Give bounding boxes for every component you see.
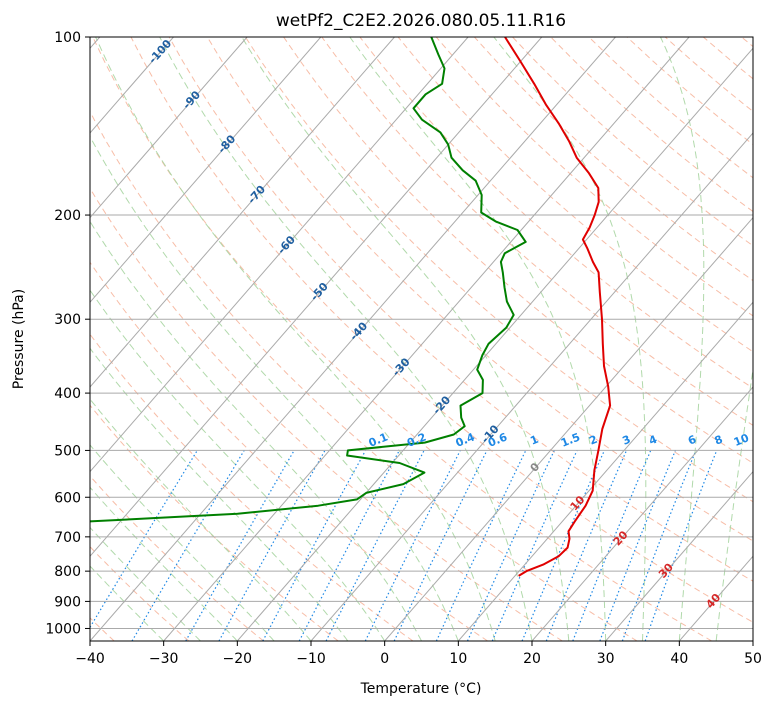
moist-adiabat-line [90, 135, 459, 641]
dry-adiabat-line [90, 475, 264, 641]
mixing-ratio-label: 1 [528, 433, 540, 448]
y-tick-label: 200 [54, 208, 81, 224]
isobars [90, 37, 753, 629]
moist-adiabat-line [90, 526, 201, 641]
x-tick-label: −40 [75, 651, 105, 667]
mixing-ratio-line [90, 450, 198, 629]
mixing-ratio-line [644, 450, 718, 641]
mixing-ratio-line [521, 450, 605, 641]
y-axis-label: Pressure (hPa) [11, 289, 27, 389]
x-tick-label: 30 [597, 651, 615, 667]
y-tick-label: 400 [54, 386, 81, 402]
dry-adiabat-line [90, 404, 339, 641]
isotherm-line [605, 470, 753, 641]
x-tick-label: 50 [744, 651, 762, 667]
mixing-ratio-label: 8 [713, 433, 725, 448]
isotherm-line [90, 37, 543, 558]
isotherm-line [310, 132, 753, 641]
isotherm-line [90, 37, 469, 473]
moist-adiabat-line [90, 289, 386, 641]
moist-adiabat-line [90, 444, 275, 641]
y-tick-label: 700 [54, 530, 81, 546]
dewpoint-series-line [90, 37, 527, 523]
isotherm-line [236, 47, 753, 641]
isotherm-line [90, 37, 616, 641]
isotherm-line [90, 37, 322, 304]
dry-adiabat-line [168, 37, 753, 582]
mixing-ratio-line [466, 450, 555, 641]
x-tick-label: 10 [449, 651, 467, 667]
dry-adiabats [90, 37, 753, 641]
x-tick-label: −10 [296, 651, 326, 667]
dry-adiabat-line [90, 545, 190, 641]
mixing-ratio-line [185, 450, 295, 641]
temperature-series-line [504, 37, 612, 577]
y-tick-label: 1000 [45, 621, 81, 637]
moist-adiabat-line [90, 565, 165, 641]
isotherm-line [163, 37, 690, 641]
dry-adiabat-line [130, 37, 753, 623]
dry-adiabat-line [90, 261, 488, 641]
dry-adiabat-line [92, 37, 712, 641]
dry-adiabat-line [90, 110, 638, 641]
mixing-ratio-label: 3 [621, 433, 633, 448]
mixing-ratio-line [572, 450, 652, 641]
x-axis-ticks: −40 −30 −20 −10 0 10 20 30 40 50 [75, 641, 762, 667]
y-tick-label: 900 [54, 594, 81, 610]
mixing-ratio-line [364, 450, 461, 641]
isotherm-line [457, 301, 753, 641]
mixing-ratio-line [218, 450, 326, 641]
isotherm-line [531, 386, 753, 641]
mixing-ratio-line [621, 450, 697, 641]
moist-adiabat-line [660, 37, 705, 641]
y-tick-label: 300 [54, 312, 81, 328]
chart-title: wetPf2_C2E2.2026.080.05.11.R16 [276, 11, 566, 31]
moist-adiabat-line [493, 37, 647, 641]
isotherms [90, 37, 753, 641]
mixing-ratio-line [599, 450, 676, 641]
moist-adiabat-line [349, 37, 607, 641]
isotherm-line [384, 216, 753, 641]
moist-adiabat-line [90, 220, 422, 641]
dry-adiabat-line [435, 37, 753, 317]
profile-series [90, 37, 612, 577]
y-tick-label: 800 [54, 564, 81, 580]
mixing-ratio-label: 10 [732, 431, 751, 449]
moist-adiabat-line [159, 37, 533, 641]
x-tick-label: 0 [380, 651, 389, 667]
y-tick-label: 500 [54, 443, 81, 459]
x-tick-label: 20 [523, 651, 541, 667]
y-axis-ticks: 100 200 300 400 500 600 700 800 900 1000 [45, 30, 90, 637]
mixing-ratio-label: 2 [587, 433, 599, 448]
x-axis-label: Temperature (°C) [360, 681, 482, 697]
y-tick-label: 600 [54, 490, 81, 506]
moist-adiabat-line [241, 37, 570, 641]
isotherm-line [90, 37, 248, 219]
x-tick-label: −30 [149, 651, 179, 667]
mixing-ratio-line [262, 450, 367, 641]
dry-adiabat-line [244, 37, 753, 503]
dry-adiabat-line [90, 187, 563, 641]
dry-adiabat-line [397, 37, 753, 353]
moist-adiabat-line [90, 486, 238, 641]
moist-adiabat-line [95, 37, 496, 641]
isotherm-line [90, 37, 395, 388]
x-tick-label: 40 [670, 651, 688, 667]
plot-frame [89, 36, 754, 642]
mixing-ratio-line [545, 450, 628, 641]
y-tick-label: 100 [54, 30, 81, 46]
moist-adiabat-line [715, 366, 753, 641]
x-tick-label: −20 [223, 651, 253, 667]
